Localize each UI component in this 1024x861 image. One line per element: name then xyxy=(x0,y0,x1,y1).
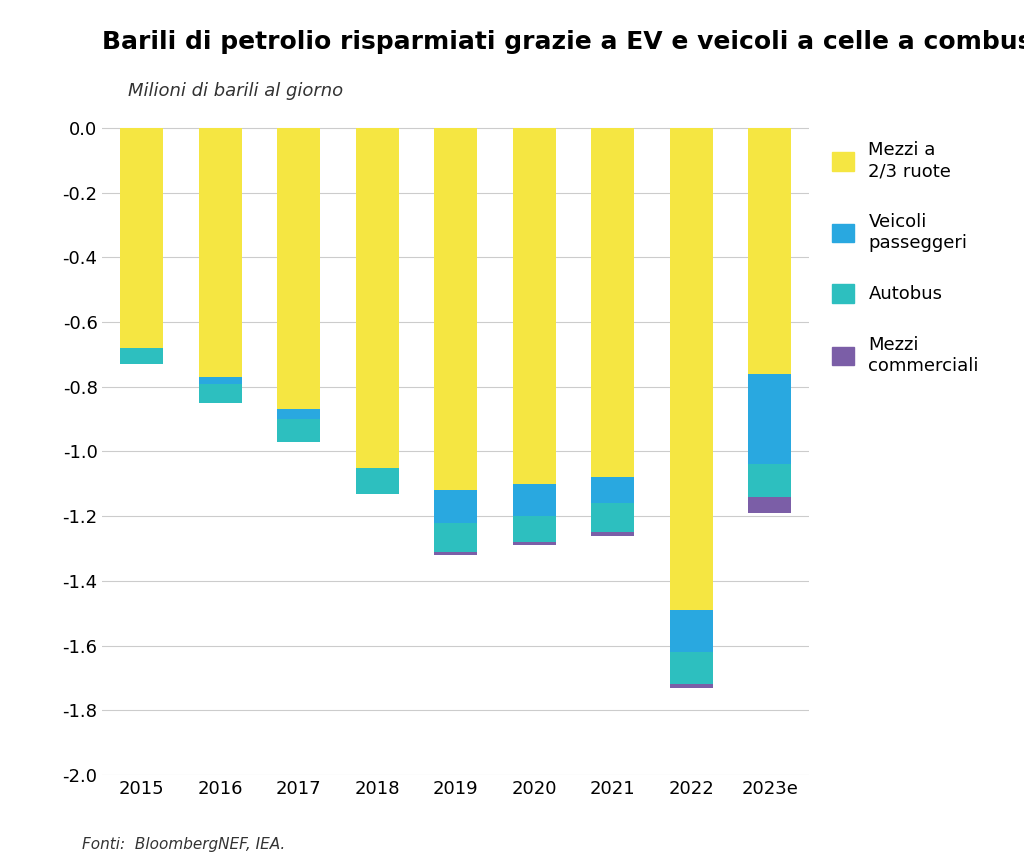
Bar xyxy=(591,532,634,536)
Bar xyxy=(434,490,477,523)
Bar xyxy=(199,384,242,403)
Bar xyxy=(670,128,713,610)
Bar xyxy=(749,464,792,497)
Bar xyxy=(591,128,634,477)
Bar xyxy=(749,374,792,464)
Bar xyxy=(749,497,792,513)
Bar xyxy=(749,128,792,374)
Bar xyxy=(591,477,634,503)
Bar xyxy=(434,523,477,552)
Legend: Mezzi a
2/3 ruote, Veicoli
passeggeri, Autobus, Mezzi
commerciali: Mezzi a 2/3 ruote, Veicoli passeggeri, A… xyxy=(825,134,986,382)
Bar xyxy=(278,419,321,442)
Bar xyxy=(670,652,713,684)
Bar xyxy=(355,128,398,468)
Bar xyxy=(513,517,556,542)
Bar xyxy=(199,377,242,384)
Bar xyxy=(670,684,713,688)
Bar xyxy=(513,128,556,484)
Text: Fonti:  BloombergNEF, IEA.: Fonti: BloombergNEF, IEA. xyxy=(82,838,285,852)
Bar xyxy=(513,542,556,545)
Bar xyxy=(278,128,321,410)
Text: Milioni di barili al giorno: Milioni di barili al giorno xyxy=(128,82,343,100)
Text: Barili di petrolio risparmiati grazie a EV e veicoli a celle a combustibile: Barili di petrolio risparmiati grazie a … xyxy=(102,30,1024,54)
Bar xyxy=(120,128,163,348)
Bar xyxy=(278,410,321,419)
Bar xyxy=(434,552,477,555)
Bar xyxy=(434,128,477,490)
Bar xyxy=(355,468,398,493)
Bar xyxy=(670,610,713,652)
Bar xyxy=(199,128,242,377)
Bar xyxy=(591,503,634,532)
Bar xyxy=(513,484,556,517)
Bar xyxy=(120,348,163,364)
